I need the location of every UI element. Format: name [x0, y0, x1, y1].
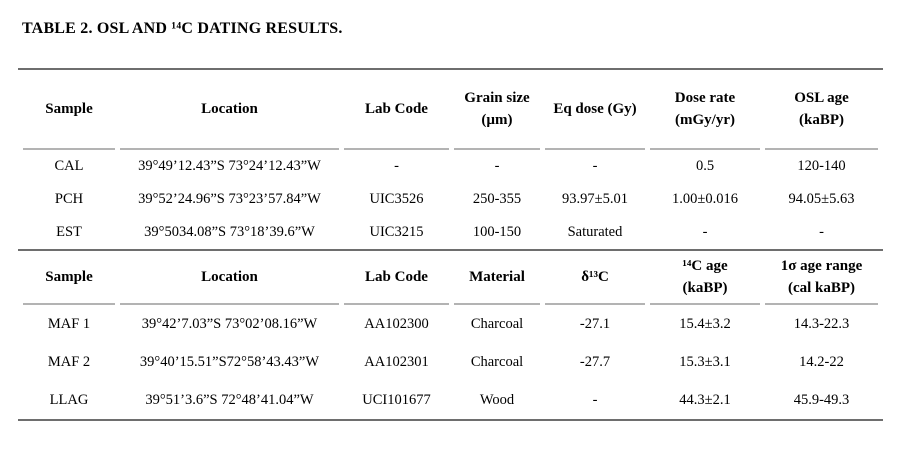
cell-eq-dose: 93.97±5.01 [562, 191, 628, 207]
c14-header-sample: Sample [23, 251, 115, 305]
cell-dose-rate: 1.00±0.016 [672, 191, 738, 207]
cell-location: 39°42’7.03”S 73°02’08.16”W [141, 315, 318, 332]
cell-dose-rate: - [702, 224, 708, 240]
c14-header-material: Material [454, 251, 540, 305]
osl-header-sample: Sample [23, 70, 115, 150]
cell-lab-code: UIC3215 [369, 224, 424, 240]
cell-sample: EST [56, 224, 82, 240]
cell-material: Charcoal [470, 353, 524, 370]
osl-results-table: Sample Location Lab Code Grain size (µm)… [18, 70, 883, 249]
table-row-cal: CAL 39°49’12.43”S 73°24’12.43”W - - - 0.… [23, 150, 878, 183]
c14-header-age-range: 1σ age range (cal kaBP) [765, 251, 878, 305]
osl-header-osl-age: OSL age (kaBP) [765, 70, 878, 150]
cell-sample: MAF 1 [47, 315, 91, 332]
c14-results-table: Sample Location Lab Code Material δ¹³C ¹… [18, 249, 883, 419]
cell-delta13c: -27.7 [579, 353, 611, 370]
cell-location: 39°52’24.96”S 73°23’57.84”W [138, 191, 321, 207]
cell-sample: LLAG [49, 391, 89, 408]
cell-age-range: 45.9-49.3 [793, 391, 850, 408]
cell-delta13c: - [592, 391, 598, 408]
cell-grain-size: - [494, 158, 500, 174]
cell-osl-age: 94.05±5.63 [788, 191, 855, 207]
table-title: TABLE 2. OSL AND ¹⁴C DATING RESULTS. [22, 20, 343, 37]
cell-location: 39°40’15.51”S72°58’43.43”W [139, 353, 320, 370]
cell-dose-rate: 0.5 [695, 158, 715, 174]
osl-header-location: Location [120, 70, 339, 150]
cell-delta13c: -27.1 [579, 315, 611, 332]
cell-eq-dose: - [592, 158, 598, 174]
cell-sample: PCH [54, 191, 84, 207]
cell-lab-code: UIC3526 [369, 191, 424, 207]
c14-header-location: Location [120, 251, 339, 305]
cell-lab-code: UCI101677 [362, 391, 431, 408]
cell-lab-code: AA102300 [364, 315, 429, 332]
cell-eq-dose: Saturated [567, 224, 623, 240]
cell-lab-code: AA102301 [364, 353, 429, 370]
cell-location: 39°51’3.6”S 72°48’41.04”W [145, 391, 314, 408]
table-row-llag: LLAG 39°51’3.6”S 72°48’41.04”W UCI101677… [23, 381, 878, 419]
osl-header-lab-code: Lab Code [344, 70, 449, 150]
table-row-maf1: MAF 1 39°42’7.03”S 73°02’08.16”W AA10230… [23, 305, 878, 343]
cell-sample: CAL [54, 158, 84, 174]
table-row-est: EST 39°5034.08”S 73°18’39.6”W UIC3215 10… [23, 216, 878, 249]
cell-osl-age: 120-140 [797, 158, 846, 174]
cell-age-range: 14.2-22 [799, 353, 844, 370]
c14-header-lab-code: Lab Code [344, 251, 449, 305]
osl-header-dose-rate: Dose rate (mGy/yr) [650, 70, 760, 150]
table-row-maf2: MAF 2 39°40’15.51”S72°58’43.43”W AA10230… [23, 343, 878, 381]
cell-grain-size: 250-355 [472, 191, 522, 207]
osl-header-eq-dose: Eq dose (Gy) [545, 70, 645, 150]
osl-header-row: Sample Location Lab Code Grain size (µm)… [23, 70, 878, 150]
cell-c14-age: 15.3±3.1 [679, 353, 731, 370]
cell-material: Charcoal [470, 315, 524, 332]
cell-location: 39°5034.08”S 73°18’39.6”W [144, 224, 315, 240]
cell-location: 39°49’12.43”S 73°24’12.43”W [138, 158, 321, 174]
cell-lab-code: - [394, 158, 399, 174]
cell-grain-size: 100-150 [472, 224, 522, 240]
c14-header-delta13c: δ¹³C [545, 251, 645, 305]
osl-header-grain-size: Grain size (µm) [454, 70, 540, 150]
cell-osl-age: - [819, 224, 824, 240]
table-row-pch: PCH 39°52’24.96”S 73°23’57.84”W UIC3526 … [23, 183, 878, 216]
cell-age-range: 14.3-22.3 [793, 315, 850, 332]
cell-c14-age: 15.4±3.2 [679, 315, 731, 332]
c14-header-c14-age: ¹⁴C age (kaBP) [650, 251, 760, 305]
cell-c14-age: 44.3±2.1 [679, 391, 731, 408]
cell-material: Wood [479, 391, 515, 408]
dating-results-table: Sample Location Lab Code Grain size (µm)… [18, 68, 883, 421]
cell-sample: MAF 2 [47, 353, 91, 370]
c14-header-row: Sample Location Lab Code Material δ¹³C ¹… [23, 251, 878, 305]
